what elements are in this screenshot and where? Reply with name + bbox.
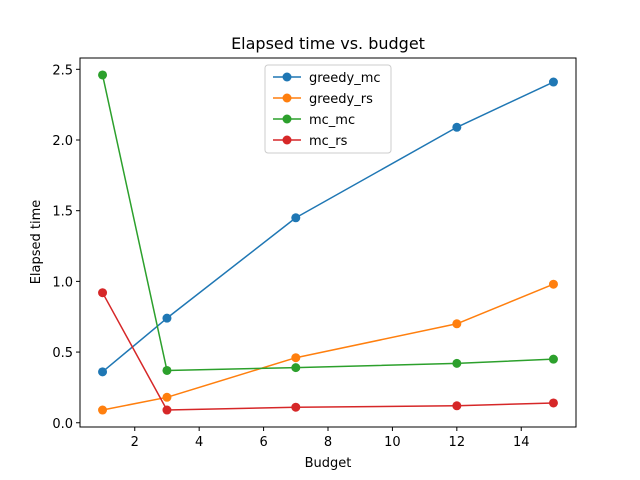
data-point [548, 398, 558, 408]
series-greedy_mc [98, 77, 558, 377]
x-tick-label: 4 [195, 435, 203, 450]
x-tick-label: 8 [324, 435, 332, 450]
data-point [548, 354, 558, 364]
data-point [98, 405, 108, 415]
y-tick-label: 2.0 [52, 134, 73, 149]
legend: greedy_mc greedy_rs mc_mc mc_rs [264, 64, 392, 154]
data-point [98, 288, 108, 298]
x-tick-label: 12 [449, 435, 466, 450]
data-point [291, 353, 301, 363]
y-axis-label: Elapsed time [29, 200, 44, 285]
data-point [452, 401, 462, 411]
series-greedy_rs [98, 279, 558, 415]
data-point [548, 77, 558, 87]
legend-swatch-marker [282, 93, 292, 103]
legend-item: greedy_rs [273, 92, 373, 107]
x-tick-label: 14 [513, 435, 530, 450]
data-point [162, 392, 172, 402]
chart-title: Elapsed time vs. budget [231, 34, 425, 53]
x-axis-ticks: 2 4 6 8 10 12 14 [131, 427, 530, 450]
data-point [452, 319, 462, 329]
data-point [548, 279, 558, 289]
x-axis-label: Budget [305, 456, 352, 471]
legend-swatch-marker [282, 135, 292, 145]
series-mc_mc [98, 70, 558, 375]
legend-frame [264, 64, 392, 154]
data-point [98, 367, 108, 377]
legend-item: mc_rs [273, 134, 348, 149]
data-point [291, 363, 301, 373]
legend-label: greedy_mc [309, 71, 381, 86]
legend-label: greedy_rs [309, 92, 373, 107]
data-point [452, 358, 462, 368]
y-tick-label: 2.5 [52, 63, 73, 78]
legend-item: mc_mc [273, 113, 355, 128]
legend-swatch-marker [282, 72, 292, 82]
x-tick-label: 6 [259, 435, 267, 450]
y-axis-ticks: 0.0 0.5 1.0 1.5 2.0 2.5 [52, 63, 80, 432]
data-point [452, 122, 462, 132]
data-point [162, 405, 172, 415]
data-point [98, 70, 108, 80]
legend-item: greedy_mc [273, 71, 381, 86]
y-tick-label: 1.5 [52, 205, 73, 220]
data-point [291, 213, 301, 223]
y-tick-label: 0.5 [52, 346, 73, 361]
legend-label: mc_mc [309, 113, 355, 128]
data-point [162, 365, 172, 375]
y-tick-label: 1.0 [52, 275, 73, 290]
x-tick-label: 10 [384, 435, 401, 450]
y-tick-label: 0.0 [52, 417, 73, 432]
plot-area [98, 70, 558, 415]
data-point [162, 313, 172, 323]
data-point [291, 402, 301, 412]
series-mc_rs [98, 288, 558, 415]
x-tick-label: 2 [131, 435, 139, 450]
legend-swatch-marker [282, 114, 292, 124]
legend-label: mc_rs [309, 134, 348, 149]
